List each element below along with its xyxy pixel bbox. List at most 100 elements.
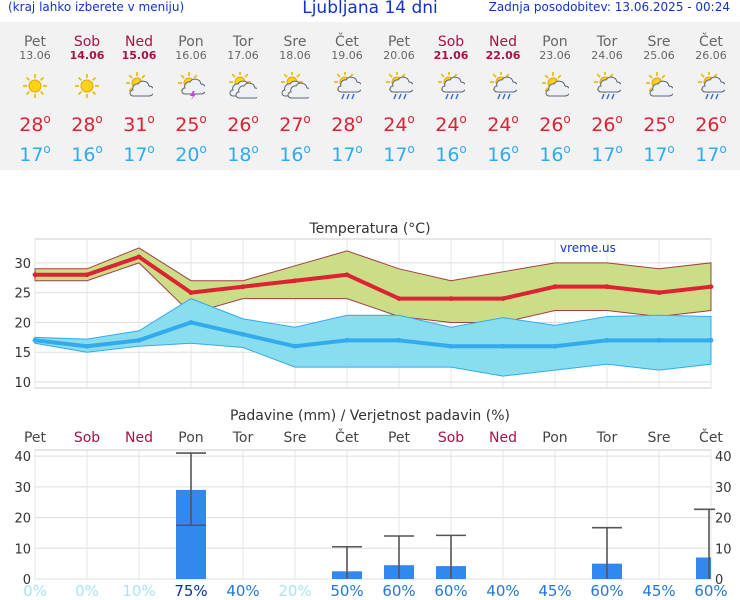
max-temperature: 25o xyxy=(175,112,207,136)
precip-probability: 40% xyxy=(486,582,519,597)
max-temperature: 28o xyxy=(331,112,363,136)
partly-cloudy-icon xyxy=(281,71,313,100)
temperature-point xyxy=(240,331,246,337)
day-date: 14.06 xyxy=(69,49,105,62)
day-name: Tor xyxy=(232,430,254,446)
precip-bar xyxy=(696,557,711,579)
min-temperature: 17o xyxy=(591,142,623,166)
day-date: 26.06 xyxy=(695,49,727,62)
precip-probability: 45% xyxy=(538,582,571,597)
forecast-strip: Pet 13.06 28o 17o Sob 14.06 28o 16o Ned 15.06 31o 1… xyxy=(0,22,740,170)
temperature-point xyxy=(344,337,350,343)
location-menu-hint[interactable]: (kraj lahko izberete v meniju) xyxy=(8,0,185,14)
precip-probability: 40% xyxy=(226,582,259,597)
y-tick-label: 0 xyxy=(23,573,31,588)
partly-cloudy-icon xyxy=(229,71,261,100)
temperature-point xyxy=(396,296,402,301)
min-temperature: 17o xyxy=(695,142,727,166)
plot-area xyxy=(34,449,712,580)
max-temperature: 26o xyxy=(539,112,571,136)
min-temperature: 18o xyxy=(227,142,259,166)
temperature-point xyxy=(32,272,38,278)
day-name: Pet xyxy=(23,34,47,50)
temperature-point xyxy=(448,343,454,349)
temperature-point xyxy=(32,337,38,343)
y-tick-label-right: 0 xyxy=(715,573,723,588)
temperature-point xyxy=(136,337,142,343)
day-date: 18.06 xyxy=(279,49,311,62)
temperature-point xyxy=(552,284,558,290)
day-name: Pet xyxy=(388,430,411,446)
sun-thunder-icon xyxy=(177,72,207,100)
day-name: Pon xyxy=(178,430,203,446)
temperature-point xyxy=(84,343,90,349)
day-date: 24.06 xyxy=(591,49,623,62)
day-name: Tor xyxy=(596,34,618,50)
max-temperature: 31o xyxy=(123,112,155,136)
sun-icon xyxy=(73,72,101,100)
day-name: Čet xyxy=(699,34,723,50)
watermark: vreme.us xyxy=(560,241,616,255)
precip-probability: 0% xyxy=(23,582,47,597)
precip-probability: 20% xyxy=(278,582,311,597)
temperature-point xyxy=(656,337,662,343)
day-date: 21.06 xyxy=(433,49,469,62)
precip-probability: 60% xyxy=(434,582,467,597)
max-temperature: 24o xyxy=(435,112,467,136)
y-tick-label: 15 xyxy=(14,346,31,361)
min-temperature: 16o xyxy=(435,142,467,166)
precip-probability: 45% xyxy=(642,582,675,597)
temperature-point xyxy=(344,272,350,278)
temperature-point xyxy=(84,272,90,278)
day-name: Sob xyxy=(73,34,101,50)
y-tick-label-right: 20 xyxy=(715,512,732,527)
y-tick-label: 10 xyxy=(14,376,31,391)
y-tick-label: 20 xyxy=(14,316,31,331)
max-temperature: 27o xyxy=(279,112,311,136)
min-temperature: 17o xyxy=(123,142,155,166)
min-temperature: 16o xyxy=(539,142,571,166)
min-temperature: 16o xyxy=(487,142,519,166)
temperature-line xyxy=(35,254,712,301)
max-temperature: 28o xyxy=(19,112,51,136)
sun-rain-icon xyxy=(333,71,363,100)
sun-cloud-icon xyxy=(125,72,155,100)
temperature-point xyxy=(188,320,194,325)
day-name: Pet xyxy=(387,34,411,50)
temperature-point xyxy=(604,284,610,290)
temperature-point xyxy=(292,278,298,284)
day-name: Pon xyxy=(542,430,567,446)
day-name: Pon xyxy=(542,34,568,50)
y-tick-label: 30 xyxy=(14,257,31,272)
temperature-point xyxy=(292,343,298,349)
day-name: Sob xyxy=(438,430,464,446)
y-tick-label: 20 xyxy=(14,512,31,527)
day-date: 15.06 xyxy=(121,49,157,62)
max-temperature: 24o xyxy=(487,112,519,136)
min-temperature: 17o xyxy=(643,142,675,166)
day-name: Pet xyxy=(24,430,47,446)
min-temperature: 17o xyxy=(19,142,51,166)
day-date: 17.06 xyxy=(227,49,259,62)
day-date: 19.06 xyxy=(331,49,363,62)
y-tick-label: 30 xyxy=(14,481,31,496)
day-name: Sre xyxy=(648,430,671,446)
sun-cloud-icon xyxy=(541,72,571,100)
sun-rain-icon xyxy=(385,71,415,100)
day-name: Čet xyxy=(335,34,359,50)
max-temperature: 26o xyxy=(227,112,259,136)
temperature-point xyxy=(604,337,610,343)
sun-icon xyxy=(21,72,49,100)
sun-rain-icon xyxy=(697,71,727,100)
day-date: 16.06 xyxy=(175,49,207,62)
max-temperature: 28o xyxy=(71,112,103,136)
day-name: Sob xyxy=(74,430,100,446)
y-tick-label: 25 xyxy=(14,287,31,302)
y-tick-label: 10 xyxy=(14,542,31,557)
page-title: Ljubljana 14 dni xyxy=(302,0,438,18)
temperature-point xyxy=(240,284,246,290)
temperature-point xyxy=(500,296,506,301)
day-name: Ned xyxy=(125,430,153,446)
temperature-point xyxy=(500,343,506,349)
max-temperature: 25o xyxy=(643,112,675,136)
